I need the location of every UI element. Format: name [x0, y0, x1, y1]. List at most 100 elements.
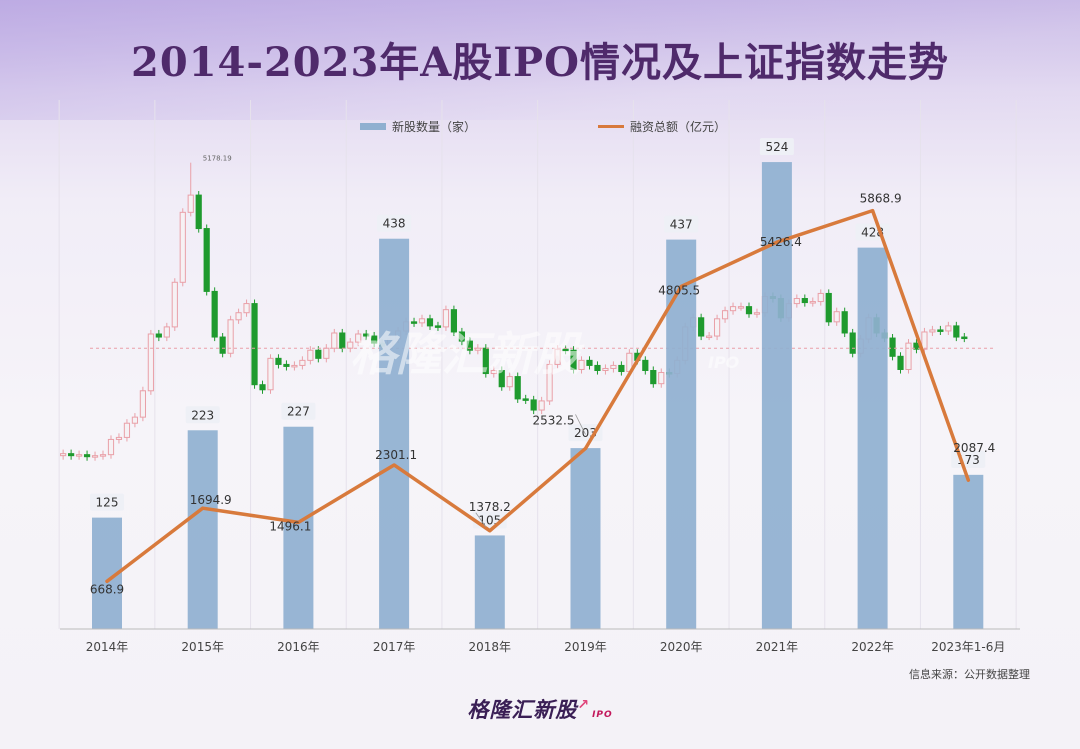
candle-body	[331, 332, 338, 349]
page-title: 2014-2023年A股IPO情况及上证指数走势	[131, 39, 949, 86]
candle-body	[450, 309, 458, 333]
candle-body	[339, 332, 346, 349]
candle-body	[658, 372, 665, 385]
candle-body	[745, 306, 753, 315]
candle-body	[961, 336, 968, 340]
candle-body	[490, 370, 497, 375]
bar	[283, 426, 314, 629]
candle-body	[163, 326, 170, 338]
candle-body	[251, 303, 258, 386]
candle-body	[426, 318, 434, 327]
x-tick-label: 2015年	[181, 640, 224, 654]
header-band	[0, 0, 1080, 120]
candle-body	[841, 311, 848, 334]
candle-body	[442, 309, 450, 328]
bar-value-label: 227	[287, 405, 310, 419]
x-tick-label: 2022年	[851, 640, 894, 654]
candle-body	[410, 321, 418, 324]
bar	[761, 162, 792, 630]
line-value-label: 4805.5	[658, 283, 700, 297]
candle-body	[147, 333, 154, 392]
candle-body	[123, 422, 131, 438]
candle-body	[945, 325, 952, 332]
watermark: 格隆汇新股	[350, 327, 585, 381]
candle-body	[610, 364, 617, 369]
candle-body	[602, 367, 609, 372]
line-value-label: 2532.5	[533, 413, 575, 427]
x-tick-label: 2021年	[756, 640, 799, 654]
candle-body	[578, 359, 585, 370]
candle-body	[458, 331, 465, 342]
candle-body	[299, 359, 306, 366]
candle-body	[211, 290, 218, 338]
candle-body	[68, 453, 75, 457]
x-tick-label: 2019年	[564, 640, 607, 654]
candle-body	[291, 364, 298, 368]
bar-value-label: 125	[96, 496, 119, 510]
bar-value-label: 438	[383, 217, 406, 231]
candle-body	[267, 357, 274, 391]
candle-body	[195, 194, 202, 230]
financing-line	[105, 208, 971, 584]
candle-body	[418, 318, 426, 324]
candle-body	[753, 312, 761, 315]
line-value-label: 5868.9	[860, 192, 902, 206]
candle-body	[187, 194, 194, 213]
candle-body	[650, 370, 657, 385]
candle-body	[275, 357, 282, 365]
candle-body	[905, 342, 912, 370]
candle-body	[737, 306, 745, 309]
index-max-label: 5178.19	[203, 155, 232, 163]
brand-logo-text: 格隆汇新股	[467, 698, 578, 722]
candle-body	[107, 438, 115, 456]
candle-body	[929, 329, 936, 333]
bar	[857, 247, 888, 629]
candle-body	[530, 399, 537, 411]
candle-body	[434, 325, 442, 328]
x-tick-label: 2018年	[469, 640, 512, 654]
candle-body	[713, 318, 721, 337]
bar	[666, 239, 697, 629]
candle-body	[897, 355, 904, 370]
candle-body	[235, 312, 242, 321]
candle-body	[594, 364, 601, 371]
trend-arrow-icon: ↗	[577, 697, 591, 713]
bar-label-bg	[377, 214, 412, 232]
x-tick-label: 2014年	[86, 640, 129, 654]
x-tick-label: 2020年	[660, 640, 703, 654]
candle-body	[538, 400, 545, 411]
label-leader	[575, 414, 586, 435]
x-tick-label: 2023年1-6月	[931, 640, 1005, 654]
candle-body	[554, 348, 561, 365]
candle-body	[315, 349, 322, 359]
candle-body	[586, 359, 593, 366]
candle-body	[203, 228, 210, 292]
bar-label-bg	[281, 402, 316, 420]
label-leader	[475, 512, 487, 527]
watermark-sub: IPO	[708, 353, 740, 372]
candle-body	[721, 310, 729, 320]
bar-value-label: 437	[670, 218, 693, 232]
candle-body	[618, 364, 625, 373]
candle-body	[99, 454, 107, 457]
candle-body	[466, 340, 473, 351]
candle-body	[498, 370, 505, 388]
candle-body	[131, 416, 139, 424]
x-tick-label: 2017年	[373, 640, 416, 654]
candle-body	[793, 298, 800, 305]
candle-body	[729, 306, 737, 312]
brand-logo: 格隆汇新股↗IPO	[0, 694, 1080, 724]
candle-body	[75, 454, 83, 457]
bar-value-label: 524	[765, 140, 788, 154]
candle-body	[155, 333, 162, 338]
candle-body	[371, 335, 378, 344]
candle-body	[937, 329, 944, 332]
candle-body	[259, 384, 266, 391]
bar	[379, 238, 410, 630]
candle-body	[562, 348, 569, 352]
line-value-label: 1378.2	[469, 500, 511, 514]
line-value-label: 668.9	[90, 582, 124, 596]
candle-body	[60, 453, 67, 457]
candle-body	[833, 311, 840, 323]
